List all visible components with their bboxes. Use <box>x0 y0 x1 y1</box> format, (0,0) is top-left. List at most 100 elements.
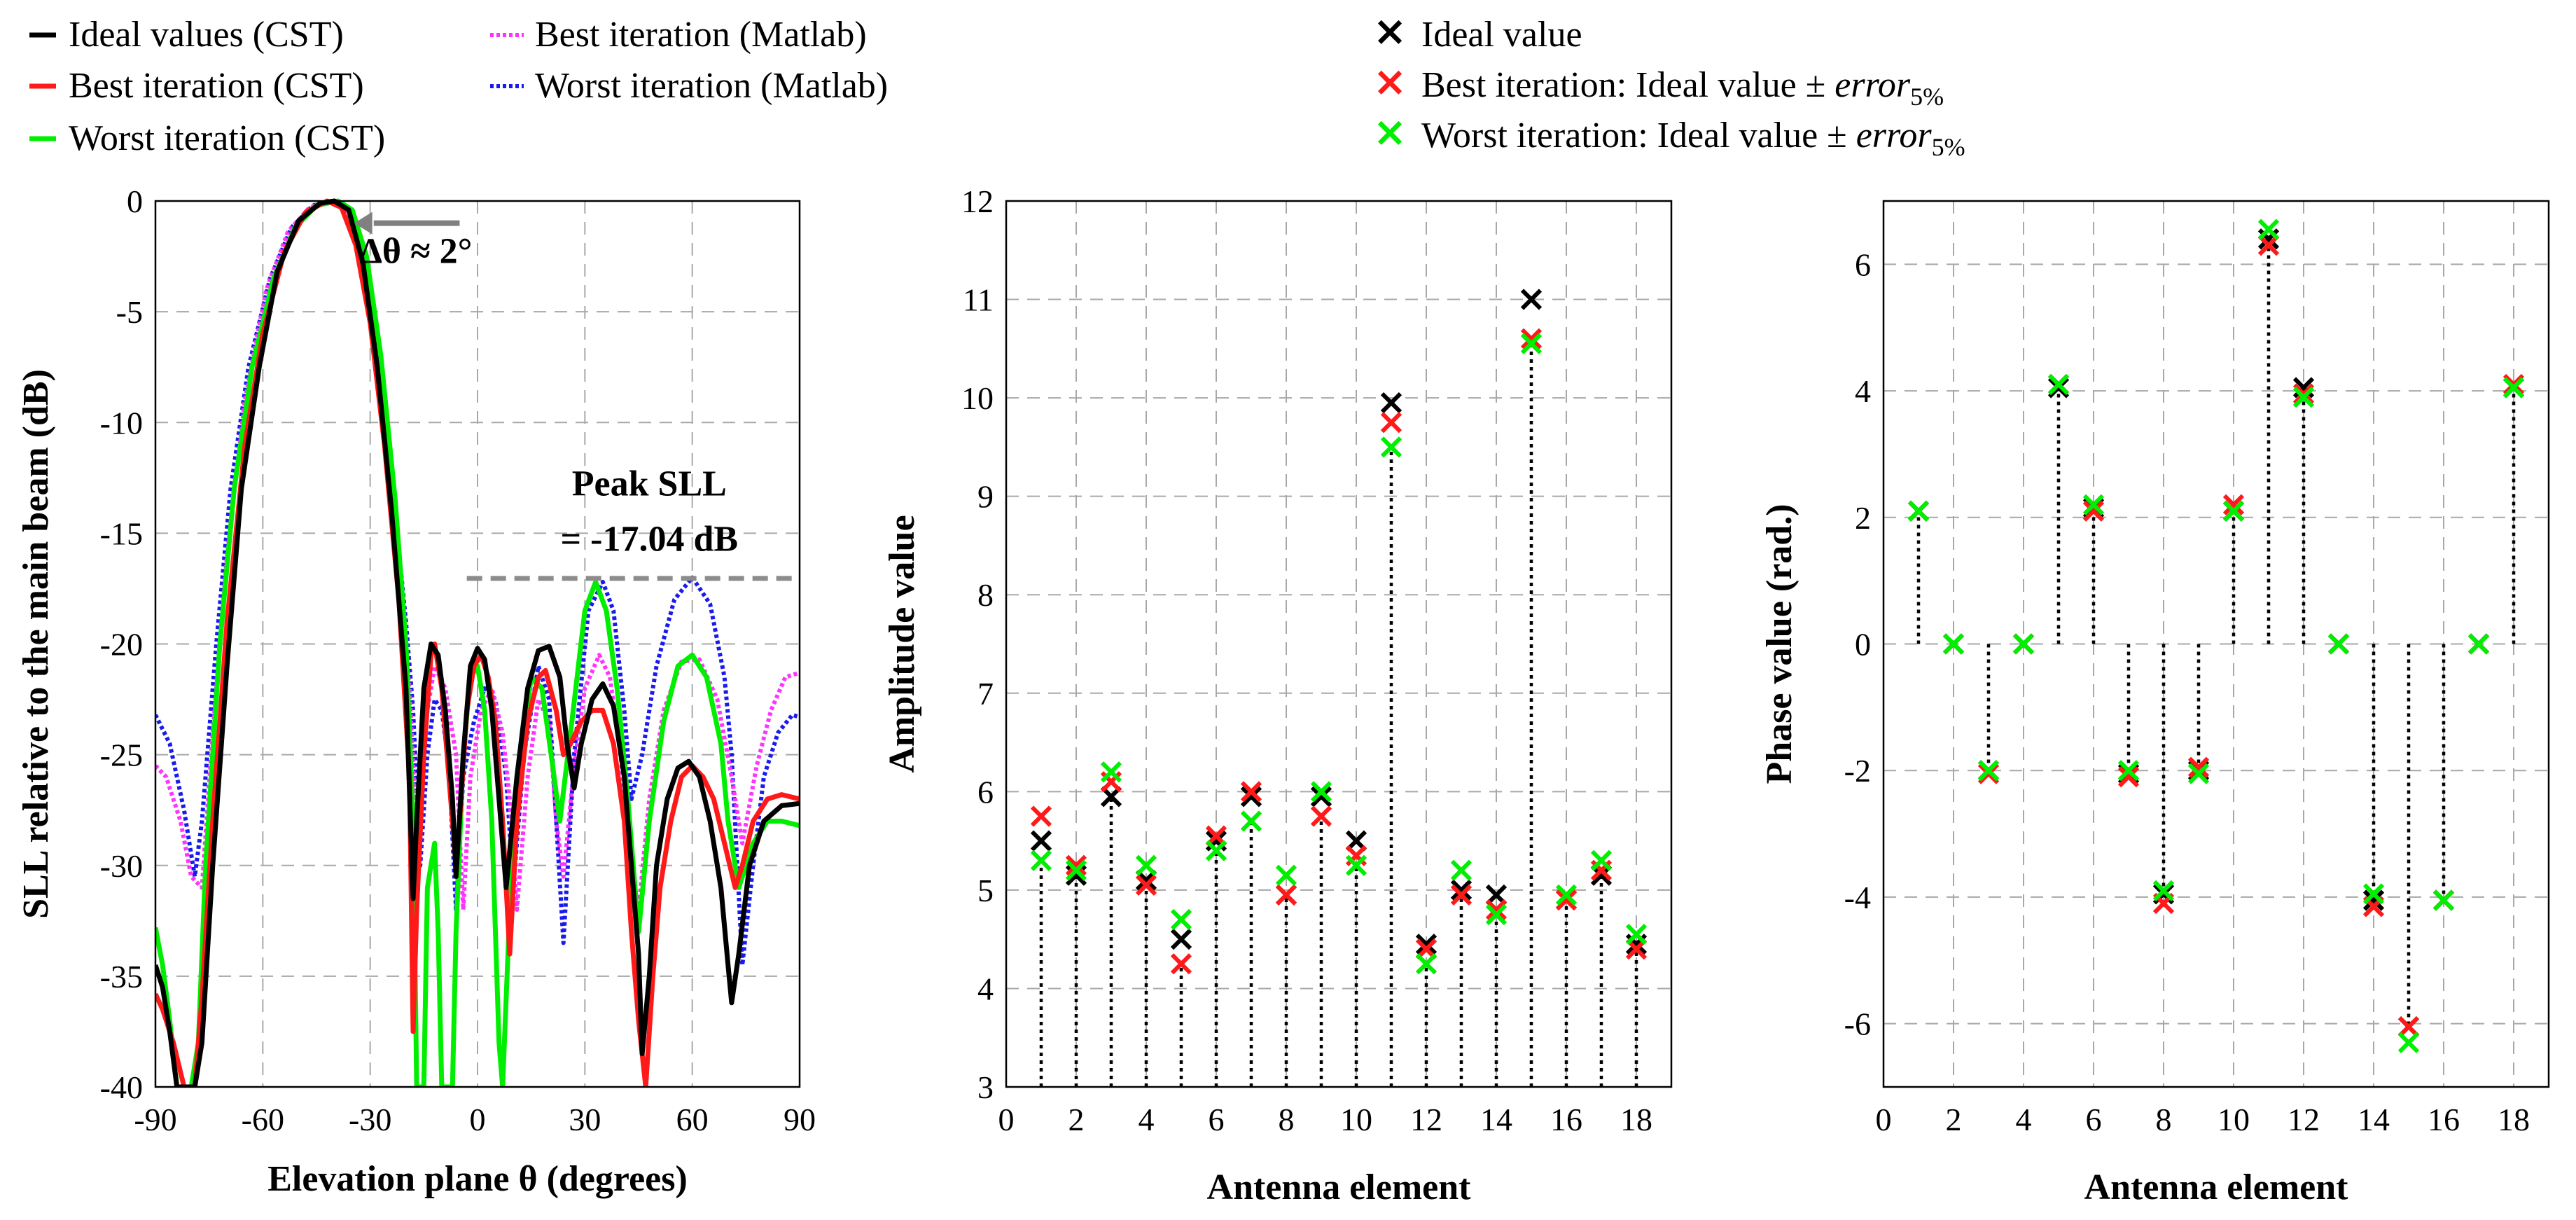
series-line <box>155 199 800 912</box>
y-tick-label: 0 <box>127 183 143 219</box>
x-tick-label: 16 <box>1550 1102 1582 1137</box>
legend-ideal-value: Ideal value <box>1421 15 1582 55</box>
phase-stems <box>1916 245 2516 1027</box>
amplitude-markers <box>1030 289 1648 975</box>
worst-marker <box>2082 494 2105 515</box>
y-tick-label: 0 <box>1855 627 1871 663</box>
worst-marker <box>2152 880 2175 902</box>
best-marker <box>2397 1016 2420 1038</box>
worst-marker <box>2327 633 2350 655</box>
best-marker <box>2117 766 2140 788</box>
amplitude-grid <box>1005 200 1671 1088</box>
pattern-tick-labels: -90 -60 -30 0 30 60 90 0 -5 -10 -15 -20 -25 -30 -35 -40 <box>100 183 816 1137</box>
y-tick-label: 3 <box>977 1069 994 1105</box>
y-tick-label: -35 <box>100 959 143 994</box>
x-tick-label: 4 <box>1139 1102 1155 1137</box>
worst-marker <box>1590 850 1613 871</box>
legend-best-matlab: Best iteration (Matlab) <box>535 15 867 55</box>
best-marker <box>1485 899 1508 921</box>
ideal-marker <box>1310 786 1332 807</box>
y-tick-label: -10 <box>100 405 143 441</box>
x-tick-label: 16 <box>2428 1102 2460 1137</box>
best-marker <box>1275 884 1297 906</box>
ideal-marker <box>2187 760 2210 782</box>
worst-marker <box>1205 840 1227 861</box>
worst-marker <box>2187 763 2210 784</box>
worst-marker <box>1310 781 1332 803</box>
amplitude-tick-labels: 0 2 4 6 8 10 12 14 16 18 3 4 5 6 7 8 9 10 11 12 <box>961 183 1652 1137</box>
y-tick-label: -40 <box>100 1069 143 1105</box>
x-tick-label: 14 <box>1480 1102 1512 1137</box>
x-tick-label: 4 <box>2016 1102 2032 1137</box>
worst-marker <box>1907 500 1930 522</box>
x-tick-label: 0 <box>1876 1102 1892 1137</box>
best-marker <box>1135 874 1157 896</box>
elements-legend: × Ideal value × Best iteration: Ideal va… <box>1373 7 1965 161</box>
worst-marker <box>2117 760 2140 782</box>
worst-marker <box>2012 633 2035 655</box>
y-tick-label: -20 <box>100 627 143 663</box>
worst-marker <box>1345 854 1367 876</box>
best-marker <box>1240 781 1262 803</box>
legend-best-error: error <box>1834 65 1911 105</box>
y-tick-label: -30 <box>100 848 143 884</box>
delta-theta-label: Δθ ≈ 2° <box>359 232 472 272</box>
best-marker <box>1450 884 1473 906</box>
best-marker <box>1310 805 1332 827</box>
worst-marker <box>1415 953 1437 975</box>
x-tick-label: 30 <box>569 1102 601 1137</box>
amplitude-chart: 0 2 4 6 8 10 12 14 16 18 3 4 5 6 7 8 9 10 11 12 Antenna ele… <box>882 183 1673 1207</box>
best-marker <box>1555 889 1578 911</box>
y-tick-label: 6 <box>1855 247 1871 282</box>
legend-marker-best: × <box>1373 57 1407 105</box>
x-tick-label: 0 <box>998 1102 1015 1137</box>
worst-marker <box>2467 633 2490 655</box>
series-line <box>155 198 800 1087</box>
pattern-legend: Ideal values (CST) Best iteration (CST) … <box>29 15 888 158</box>
worst-marker <box>1275 864 1297 886</box>
pattern-series <box>155 198 800 1087</box>
ideal-marker <box>1240 786 1262 807</box>
x-tick-label: -30 <box>349 1102 391 1137</box>
ideal-marker <box>2047 377 2070 398</box>
worst-marker <box>2397 1032 2420 1053</box>
x-tick-label: 14 <box>2358 1102 2390 1137</box>
ideal-marker <box>1415 934 1437 955</box>
amplitude-y-axis-label: Amplitude value <box>882 515 922 772</box>
worst-marker <box>1450 859 1473 881</box>
legend-best-label: Best iteration <box>1421 65 1617 105</box>
x-tick-label: 10 <box>2218 1102 2250 1137</box>
amplitude-stems <box>1039 343 1638 1087</box>
best-marker <box>1030 805 1052 827</box>
best-marker <box>2187 756 2210 778</box>
y-tick-label: 4 <box>977 971 994 1006</box>
y-tick-label: 7 <box>977 676 994 712</box>
best-marker <box>2082 500 2105 522</box>
worst-marker <box>1555 884 1578 906</box>
y-tick-label: 9 <box>977 479 994 515</box>
worst-marker <box>2222 500 2245 522</box>
pattern-chart: Peak SLL = -17.04 dB Δθ ≈ 2° -90 -60 -30 0 3… <box>16 183 816 1199</box>
peak-sll-label-line1: Peak SLL <box>572 464 727 504</box>
phase-x-axis-label: Antenna element <box>2084 1167 2349 1207</box>
ideal-marker <box>2082 497 2105 519</box>
x-tick-label: 60 <box>676 1102 709 1137</box>
x-tick-label: 90 <box>784 1102 816 1137</box>
phase-tick-labels: 0 2 4 6 8 10 12 14 16 18 6 4 2 0 -2 -4 -6 <box>1844 247 2530 1137</box>
phase-chart: 0 2 4 6 8 10 12 14 16 18 6 4 2 0 -2 -4 -6 Antenna elemen… <box>1760 200 2550 1207</box>
worst-marker <box>1100 761 1122 783</box>
x-tick-label: 6 <box>2086 1102 2102 1137</box>
y-tick-label: -25 <box>100 737 143 773</box>
legend-worst-label: Worst iteration <box>1421 116 1638 155</box>
phase-markers <box>1907 219 2525 1053</box>
pattern-annotations: Peak SLL = -17.04 dB Δθ ≈ 2° <box>354 212 800 581</box>
best-marker <box>1977 763 2000 784</box>
pattern-grid <box>155 200 800 1088</box>
worst-marker <box>1135 854 1157 876</box>
y-tick-label: -6 <box>1844 1006 1871 1042</box>
y-tick-label: 8 <box>977 577 994 613</box>
legend-worst-cst: Worst iteration (CST) <box>69 118 385 158</box>
delta-theta-arrowhead <box>354 212 373 235</box>
worst-marker <box>1485 903 1508 926</box>
